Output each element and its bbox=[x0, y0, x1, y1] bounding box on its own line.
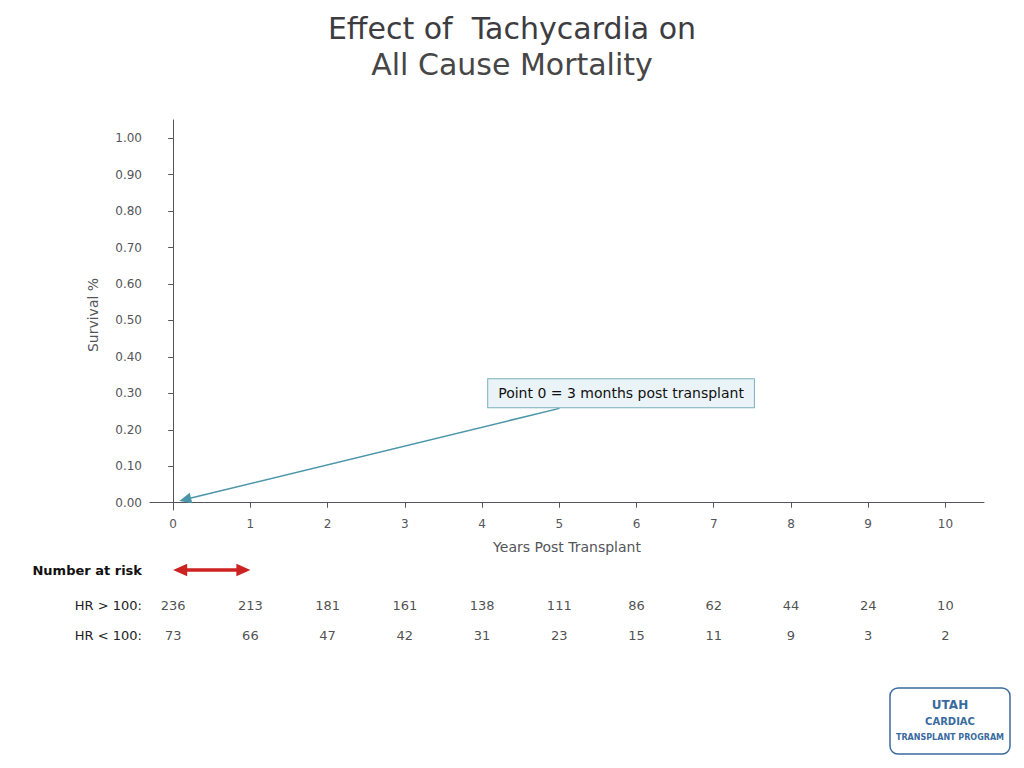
svg-text:213: 213 bbox=[238, 598, 263, 613]
svg-text:4: 4 bbox=[478, 517, 486, 531]
svg-text:Survival %: Survival % bbox=[85, 278, 101, 352]
svg-text:44: 44 bbox=[783, 598, 800, 613]
svg-text:73: 73 bbox=[165, 628, 182, 643]
svg-text:0.10: 0.10 bbox=[115, 459, 142, 473]
svg-text:47: 47 bbox=[319, 628, 336, 643]
svg-text:181: 181 bbox=[315, 598, 340, 613]
svg-text:24: 24 bbox=[860, 598, 877, 613]
svg-text:111: 111 bbox=[547, 598, 572, 613]
svg-text:10: 10 bbox=[938, 517, 953, 531]
svg-text:Number at risk: Number at risk bbox=[32, 563, 142, 578]
svg-text:15: 15 bbox=[628, 628, 645, 643]
svg-text:1: 1 bbox=[247, 517, 255, 531]
svg-text:86: 86 bbox=[628, 598, 645, 613]
svg-text:42: 42 bbox=[397, 628, 414, 643]
svg-text:5: 5 bbox=[555, 517, 563, 531]
svg-text:7: 7 bbox=[710, 517, 718, 531]
svg-text:0.60: 0.60 bbox=[115, 277, 142, 291]
svg-text:1.00: 1.00 bbox=[115, 131, 142, 145]
svg-text:TRANSPLANT PROGRAM: TRANSPLANT PROGRAM bbox=[896, 733, 1004, 742]
svg-text:Point 0 = 3 months post transp: Point 0 = 3 months post transplant bbox=[498, 385, 744, 401]
svg-text:0.30: 0.30 bbox=[115, 386, 142, 400]
svg-text:0.50: 0.50 bbox=[115, 313, 142, 327]
svg-text:161: 161 bbox=[392, 598, 417, 613]
svg-text:0.40: 0.40 bbox=[115, 350, 142, 364]
svg-text:0.20: 0.20 bbox=[115, 423, 142, 437]
svg-text:UTAH: UTAH bbox=[932, 698, 968, 712]
svg-text:23: 23 bbox=[551, 628, 568, 643]
svg-text:3: 3 bbox=[864, 628, 872, 643]
svg-text:HR < 100:: HR < 100: bbox=[75, 628, 142, 643]
svg-text:2: 2 bbox=[941, 628, 949, 643]
svg-text:11: 11 bbox=[705, 628, 722, 643]
svg-text:All Cause Mortality: All Cause Mortality bbox=[371, 47, 653, 82]
svg-text:236: 236 bbox=[161, 598, 186, 613]
svg-text:9: 9 bbox=[864, 517, 872, 531]
svg-text:31: 31 bbox=[474, 628, 491, 643]
svg-text:0: 0 bbox=[169, 517, 177, 531]
svg-text:9: 9 bbox=[787, 628, 795, 643]
svg-text:0.00: 0.00 bbox=[115, 496, 142, 510]
svg-text:138: 138 bbox=[470, 598, 495, 613]
svg-text:Effect of Tachycardia on: Effect of Tachycardia on bbox=[328, 11, 696, 46]
svg-text:3: 3 bbox=[401, 517, 409, 531]
svg-text:10: 10 bbox=[937, 598, 954, 613]
svg-text:CARDIAC: CARDIAC bbox=[925, 716, 975, 727]
svg-text:0.70: 0.70 bbox=[115, 241, 142, 255]
svg-text:Years Post Transplant: Years Post Transplant bbox=[492, 539, 641, 555]
svg-text:0.80: 0.80 bbox=[115, 204, 142, 218]
svg-text:HR > 100:: HR > 100: bbox=[75, 598, 142, 613]
svg-text:0.90: 0.90 bbox=[115, 168, 142, 182]
svg-text:6: 6 bbox=[633, 517, 641, 531]
svg-text:66: 66 bbox=[242, 628, 259, 643]
svg-text:8: 8 bbox=[787, 517, 795, 531]
svg-text:62: 62 bbox=[705, 598, 722, 613]
svg-text:2: 2 bbox=[324, 517, 332, 531]
